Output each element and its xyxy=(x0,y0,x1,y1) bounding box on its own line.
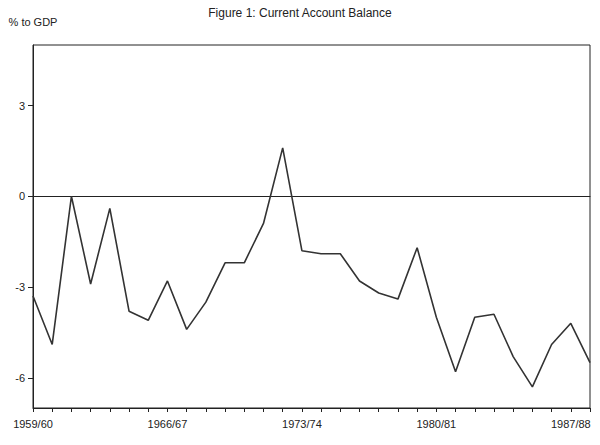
svg-text:-6: -6 xyxy=(15,372,25,384)
svg-text:1973/74: 1973/74 xyxy=(282,418,322,430)
svg-text:1987/88: 1987/88 xyxy=(551,418,591,430)
svg-text:0: 0 xyxy=(19,190,25,202)
svg-text:1980/81: 1980/81 xyxy=(416,418,456,430)
svg-text:1959/60: 1959/60 xyxy=(13,418,53,430)
svg-text:1966/67: 1966/67 xyxy=(148,418,188,430)
svg-text:-3: -3 xyxy=(15,281,25,293)
svg-text:% to GDP: % to GDP xyxy=(9,16,58,28)
svg-text:3: 3 xyxy=(19,100,25,112)
svg-text:Figure 1: Current Account Bala: Figure 1: Current Account Balance xyxy=(208,6,392,20)
